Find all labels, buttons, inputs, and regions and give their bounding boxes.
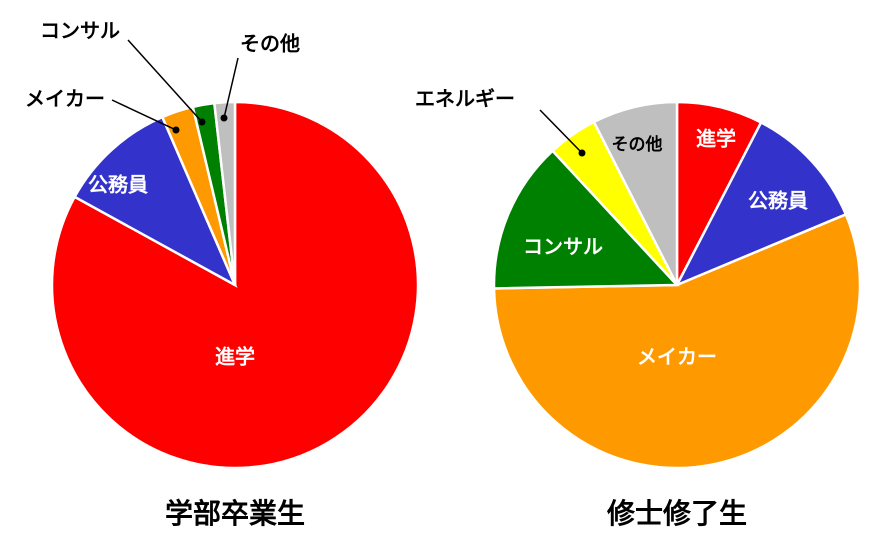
pie-slice — [592, 100, 679, 286]
slice-label: 公務員 — [88, 173, 148, 197]
slice-label: エネルギー — [415, 87, 515, 111]
pie-slice — [212, 100, 237, 286]
chart-title: 学部卒業生 — [165, 497, 305, 530]
pie-slice — [72, 115, 238, 288]
slice-label: その他 — [612, 134, 663, 155]
leader-dot — [220, 114, 228, 122]
chart-title: 修士修了生 — [606, 497, 747, 530]
slice-label: 公務員 — [748, 189, 808, 213]
slice-label: 進学 — [696, 127, 736, 151]
leader-line — [127, 39, 203, 123]
slice-label: 進学 — [215, 345, 255, 369]
leader-line — [223, 57, 239, 119]
pie-slice — [492, 149, 680, 290]
leader-dot — [198, 118, 206, 126]
leader-dot — [172, 126, 180, 134]
leader-line — [539, 109, 583, 154]
slice-label: メイカー — [25, 87, 105, 111]
slice-label: メイカー — [637, 345, 717, 369]
slice-label: その他 — [240, 32, 300, 56]
slice-label: コンサル — [523, 235, 603, 259]
leader-line — [111, 99, 177, 131]
pie-slice — [674, 120, 848, 288]
pie-slice — [492, 212, 862, 470]
leader-dot — [578, 149, 586, 157]
slice-label: コンサル — [40, 19, 120, 43]
